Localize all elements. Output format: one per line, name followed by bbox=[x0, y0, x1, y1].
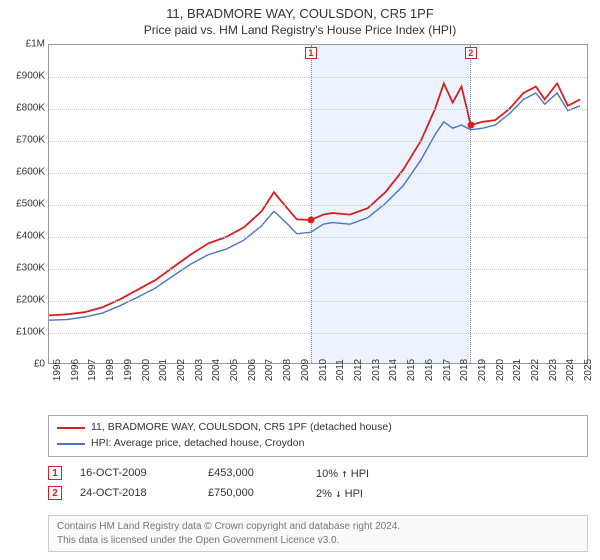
legend-swatch bbox=[57, 427, 85, 429]
x-axis-label: 2007 bbox=[264, 359, 275, 381]
sale-vs-hpi: 10% ↑ HPI bbox=[316, 467, 436, 480]
x-axis-label: 2013 bbox=[371, 359, 382, 381]
y-axis-label: £200K bbox=[5, 295, 45, 306]
legend-label: HPI: Average price, detached house, Croy… bbox=[91, 436, 304, 452]
sale-date: 16-OCT-2009 bbox=[80, 467, 190, 479]
x-axis-label: 1995 bbox=[52, 359, 63, 381]
y-axis-label: £800K bbox=[5, 103, 45, 114]
x-axis-label: 2001 bbox=[158, 359, 169, 381]
legend-label: 11, BRADMORE WAY, COULSDON, CR5 1PF (det… bbox=[91, 420, 392, 436]
gridline bbox=[49, 77, 587, 78]
gridline bbox=[49, 109, 587, 110]
y-axis-label: £400K bbox=[5, 231, 45, 242]
gridline bbox=[49, 173, 587, 174]
chart-svg bbox=[49, 45, 587, 363]
x-axis-label: 2005 bbox=[229, 359, 240, 381]
sale-dot-1 bbox=[307, 217, 314, 224]
x-axis-label: 2020 bbox=[495, 359, 506, 381]
x-axis-label: 2021 bbox=[512, 359, 523, 381]
y-axis-label: £300K bbox=[5, 263, 45, 274]
x-axis-label: 2014 bbox=[388, 359, 399, 381]
x-axis-label: 2024 bbox=[565, 359, 576, 381]
gridline bbox=[49, 237, 587, 238]
price-chart: 12 bbox=[48, 44, 588, 364]
series-hpi bbox=[49, 93, 580, 320]
gridline bbox=[49, 141, 587, 142]
y-axis-label: £900K bbox=[5, 71, 45, 82]
x-axis-label: 2018 bbox=[459, 359, 470, 381]
attribution-line2: This data is licensed under the Open Gov… bbox=[57, 534, 579, 548]
y-axis-label: £500K bbox=[5, 199, 45, 210]
sale-vs-hpi: 2% ↓ HPI bbox=[316, 487, 436, 500]
gridline bbox=[49, 333, 587, 334]
x-axis-label: 1996 bbox=[70, 359, 81, 381]
chart-legend: 11, BRADMORE WAY, COULSDON, CR5 1PF (det… bbox=[48, 415, 588, 457]
x-axis-label: 2009 bbox=[300, 359, 311, 381]
x-axis-label: 2015 bbox=[406, 359, 417, 381]
x-axis-label: 1998 bbox=[105, 359, 116, 381]
sale-row: 2 24-OCT-2018 £750,000 2% ↓ HPI bbox=[48, 483, 588, 503]
x-axis-label: 2019 bbox=[477, 359, 488, 381]
sales-table: 1 16-OCT-2009 £453,000 10% ↑ HPI 2 24-OCT-201… bbox=[48, 463, 588, 503]
sale-index-box: 1 bbox=[48, 466, 62, 480]
attribution-box: Contains HM Land Registry data © Crown c… bbox=[48, 515, 588, 552]
x-axis-label: 2025 bbox=[583, 359, 594, 381]
x-axis-label: 2000 bbox=[141, 359, 152, 381]
x-axis-label: 1999 bbox=[123, 359, 134, 381]
x-axis-label: 2004 bbox=[211, 359, 222, 381]
sale-index-box: 2 bbox=[48, 486, 62, 500]
gridline bbox=[49, 205, 587, 206]
sale-dot-2 bbox=[467, 122, 474, 129]
sale-date: 24-OCT-2018 bbox=[80, 487, 190, 499]
x-axis-label: 2006 bbox=[247, 359, 258, 381]
gridline bbox=[49, 301, 587, 302]
chart-title-subtitle: Price paid vs. HM Land Registry's House … bbox=[0, 21, 600, 41]
x-axis-label: 2017 bbox=[442, 359, 453, 381]
x-axis-label: 2016 bbox=[424, 359, 435, 381]
y-axis-label: £1M bbox=[5, 39, 45, 50]
gridline bbox=[49, 269, 587, 270]
y-axis-label: £700K bbox=[5, 135, 45, 146]
x-axis-label: 2022 bbox=[530, 359, 541, 381]
sale-price: £453,000 bbox=[208, 467, 298, 479]
series-subject bbox=[49, 83, 580, 315]
y-axis-label: £600K bbox=[5, 167, 45, 178]
y-axis-label: £100K bbox=[5, 327, 45, 338]
x-axis-label: 2003 bbox=[194, 359, 205, 381]
sale-marker-2: 2 bbox=[465, 47, 477, 59]
x-axis-label: 2002 bbox=[176, 359, 187, 381]
sale-price: £750,000 bbox=[208, 487, 298, 499]
sale-marker-1: 1 bbox=[305, 47, 317, 59]
x-axis-label: 2011 bbox=[335, 359, 346, 381]
attribution-line1: Contains HM Land Registry data © Crown c… bbox=[57, 520, 579, 534]
x-axis-label: 2008 bbox=[282, 359, 293, 381]
x-axis-label: 2012 bbox=[353, 359, 364, 381]
y-axis-label: £0 bbox=[5, 359, 45, 370]
x-axis-label: 2023 bbox=[548, 359, 559, 381]
sale-row: 1 16-OCT-2009 £453,000 10% ↑ HPI bbox=[48, 463, 588, 483]
x-axis-label: 2010 bbox=[318, 359, 329, 381]
legend-item: HPI: Average price, detached house, Croy… bbox=[57, 436, 579, 452]
legend-item: 11, BRADMORE WAY, COULSDON, CR5 1PF (det… bbox=[57, 420, 579, 436]
x-axis-label: 1997 bbox=[87, 359, 98, 381]
legend-swatch bbox=[57, 443, 85, 445]
chart-title-address: 11, BRADMORE WAY, COULSDON, CR5 1PF bbox=[0, 0, 600, 21]
